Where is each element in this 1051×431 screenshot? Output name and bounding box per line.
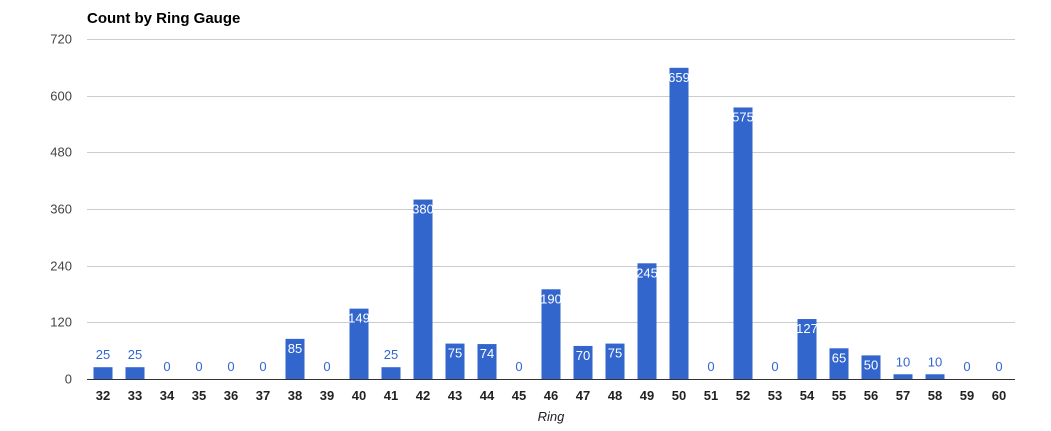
x-tick-label: 56 <box>864 388 878 403</box>
x-tick-label: 58 <box>928 388 942 403</box>
x-tick-label: 53 <box>768 388 782 403</box>
x-tick-label: 41 <box>384 388 398 403</box>
data-label-32: 25 <box>96 347 110 362</box>
data-label-47: 70 <box>576 348 590 363</box>
bar-41 <box>381 367 401 379</box>
x-tick-label: 51 <box>704 388 718 403</box>
data-label-50: 659 <box>668 70 690 85</box>
data-label-52: 575 <box>732 109 754 124</box>
x-tick-label: 55 <box>832 388 846 403</box>
data-label-34: 0 <box>163 359 170 374</box>
bar-54 <box>797 319 817 379</box>
data-label-35: 0 <box>195 359 202 374</box>
x-tick-label: 40 <box>352 388 366 403</box>
data-label-36: 0 <box>227 359 234 374</box>
bar-46 <box>541 289 561 379</box>
data-label-53: 0 <box>771 359 778 374</box>
bar-55 <box>829 348 849 379</box>
x-tick-label: 32 <box>96 388 110 403</box>
y-tick-label: 120 <box>50 315 72 330</box>
bar-52 <box>733 107 753 379</box>
data-label-33: 25 <box>128 347 142 362</box>
x-tick-label: 33 <box>128 388 142 403</box>
data-label-37: 0 <box>259 359 266 374</box>
data-label-60: 0 <box>995 359 1002 374</box>
x-tick-label: 43 <box>448 388 462 403</box>
bar-40 <box>349 308 369 379</box>
data-label-40: 149 <box>348 311 370 326</box>
data-label-46: 190 <box>540 291 562 306</box>
bar-56 <box>861 355 881 379</box>
x-tick-label: 46 <box>544 388 558 403</box>
bar-42 <box>413 199 433 379</box>
data-label-41: 25 <box>384 347 398 362</box>
bar-58 <box>925 374 945 379</box>
bar-47 <box>573 345 593 379</box>
x-tick-label: 45 <box>512 388 526 403</box>
bar-48 <box>605 343 625 379</box>
x-tick-label: 37 <box>256 388 270 403</box>
bar-44 <box>477 344 497 379</box>
y-tick-label: 240 <box>50 259 72 274</box>
data-label-55: 65 <box>832 350 846 365</box>
bar-49 <box>637 263 657 379</box>
bar-38 <box>285 338 305 379</box>
bar-43 <box>445 343 465 379</box>
x-tick-label: 35 <box>192 388 206 403</box>
chart-title: Count by Ring Gauge <box>87 10 241 27</box>
x-tick-label: 57 <box>896 388 910 403</box>
data-label-54: 127 <box>796 321 818 336</box>
data-label-39: 0 <box>323 359 330 374</box>
data-label-59: 0 <box>963 359 970 374</box>
x-tick-label: 54 <box>800 388 815 403</box>
x-tick-label: 50 <box>672 388 686 403</box>
data-label-38: 85 <box>288 341 302 356</box>
data-label-58: 10 <box>928 354 942 369</box>
data-labels: 25 25 0 0 0 0 85 0 149 25 380 75 74 0 190 70 75 245 659 0 57… <box>96 70 1003 374</box>
data-label-49: 245 <box>636 265 658 280</box>
x-tick-label: 39 <box>320 388 334 403</box>
data-label-42: 380 <box>412 202 434 217</box>
bar-57 <box>893 374 913 379</box>
x-tick-label: 34 <box>160 388 175 403</box>
x-tick-label: 49 <box>640 388 654 403</box>
x-axis-title: Ring <box>538 409 566 424</box>
x-tick-label: 47 <box>576 388 590 403</box>
bar-33 <box>125 367 145 379</box>
y-tick-label: 480 <box>50 145 72 160</box>
x-tick-label: 44 <box>480 388 495 403</box>
bars <box>93 67 945 380</box>
x-tick-label: 59 <box>960 388 974 403</box>
y-tick-label: 360 <box>50 202 72 217</box>
y-tick-label: 600 <box>50 89 72 104</box>
x-tick-label: 48 <box>608 388 622 403</box>
gridlines <box>87 39 1015 323</box>
data-label-57: 10 <box>896 354 910 369</box>
data-label-56: 50 <box>864 357 878 372</box>
data-label-45: 0 <box>515 359 522 374</box>
y-tick-label: 0 <box>65 372 72 387</box>
y-tick-label: 720 <box>50 32 72 47</box>
x-tick-label: 52 <box>736 388 750 403</box>
x-tick-label: 38 <box>288 388 302 403</box>
x-tick-label: 36 <box>224 388 238 403</box>
data-label-48: 75 <box>608 346 622 361</box>
data-label-43: 75 <box>448 346 462 361</box>
x-tick-label: 42 <box>416 388 430 403</box>
x-tick-label: 60 <box>992 388 1006 403</box>
data-label-44: 74 <box>480 346 494 361</box>
bar-32 <box>93 367 113 379</box>
bar-50 <box>669 67 689 380</box>
data-label-51: 0 <box>707 359 714 374</box>
